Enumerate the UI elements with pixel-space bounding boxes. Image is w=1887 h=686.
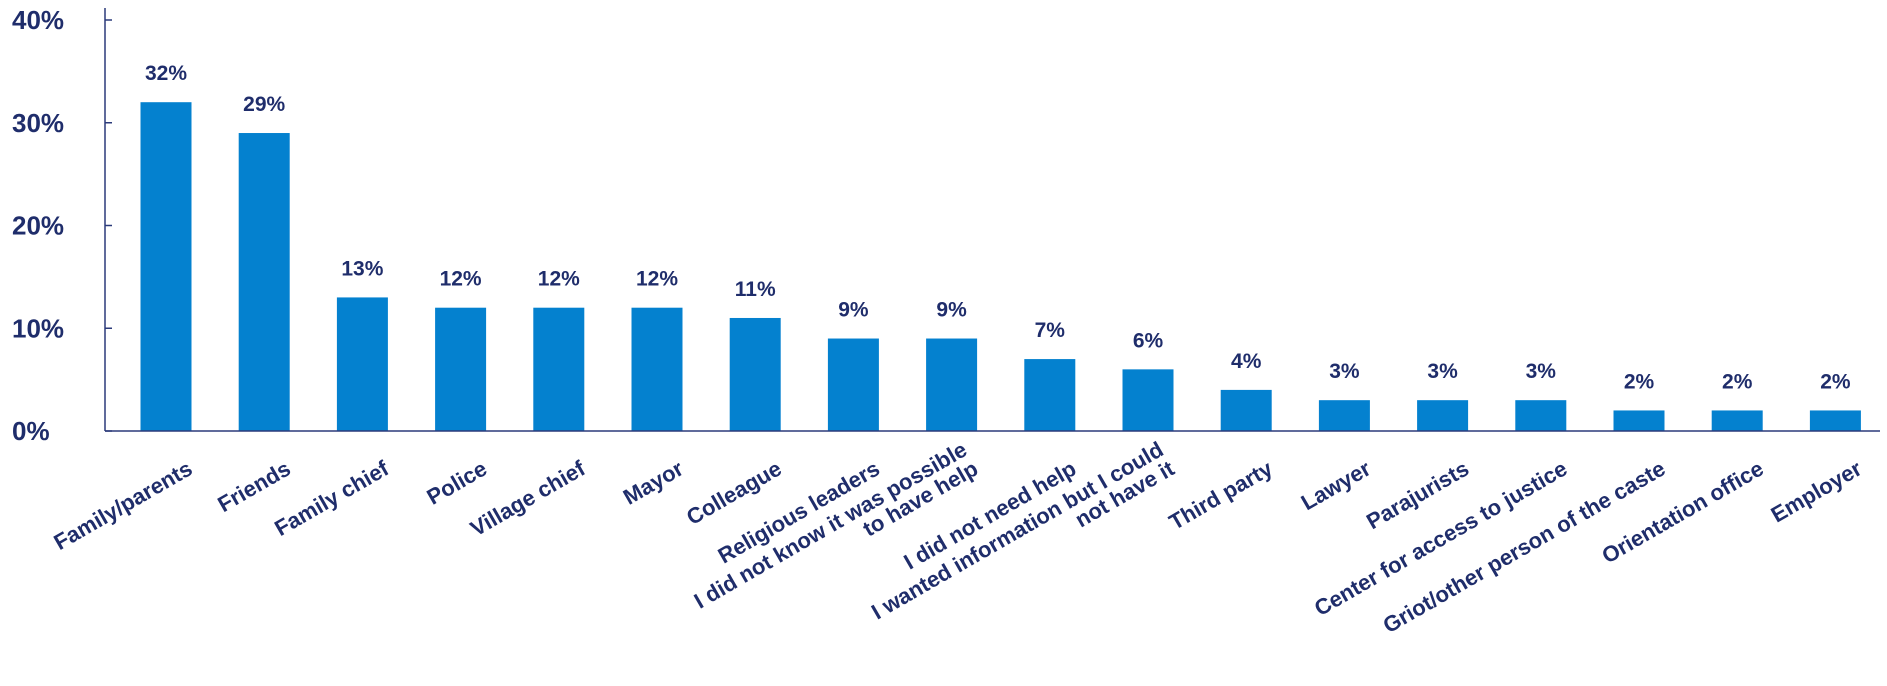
data-label: 7%: [1035, 319, 1066, 342]
bars: [140, 102, 1861, 431]
data-label: 9%: [838, 299, 869, 322]
y-tick-label: 30%: [12, 108, 64, 138]
data-label: 2%: [1722, 370, 1753, 393]
x-tick-label: Employer: [1767, 455, 1867, 527]
bar: [435, 307, 487, 431]
y-tick-label: 0%: [12, 416, 50, 446]
data-label: 29%: [243, 93, 285, 116]
bar: [140, 102, 192, 431]
bar: [1809, 410, 1861, 431]
bar: [1220, 389, 1272, 431]
x-tick-label: Friends: [213, 456, 294, 517]
bar: [1024, 359, 1076, 431]
x-tick-label: Police: [422, 456, 491, 510]
data-label: 3%: [1427, 360, 1458, 383]
data-label: 9%: [936, 299, 967, 322]
y-tick-label: 40%: [12, 5, 64, 35]
data-label: 13%: [341, 257, 383, 280]
bar: [1318, 400, 1370, 431]
bar: [729, 317, 781, 431]
x-tick-label-text: Friends: [213, 456, 294, 517]
bar: [336, 297, 388, 431]
y-tick-label: 10%: [12, 313, 64, 343]
data-label: 32%: [145, 62, 187, 85]
x-tick-label: Mayor: [619, 455, 688, 509]
bar: [1613, 410, 1665, 431]
x-tick-label-text: Mayor: [619, 455, 688, 509]
bar: [926, 338, 978, 431]
data-label: 4%: [1231, 350, 1262, 373]
y-tick-label: 20%: [12, 211, 64, 241]
x-tick-label-text: Family/parents: [50, 456, 197, 555]
data-label: 11%: [735, 278, 776, 301]
bar: [1515, 400, 1567, 431]
bar: [827, 338, 879, 431]
data-label: 12%: [636, 268, 678, 291]
data-label: 12%: [440, 268, 482, 291]
bar: [238, 133, 290, 431]
x-tick-label: Lawyer: [1297, 455, 1376, 515]
x-tick-label-text: Employer: [1767, 455, 1867, 527]
x-tick-label: Orientation office: [1597, 456, 1767, 569]
x-tick-label: Third party: [1165, 455, 1278, 534]
data-label: 3%: [1526, 360, 1557, 383]
x-tick-label-text: Third party: [1165, 455, 1278, 534]
x-tick-label-text: Orientation office: [1597, 456, 1767, 569]
bar: [1711, 410, 1763, 431]
data-label: 2%: [1624, 370, 1655, 393]
y-axis-ticks: 0% 10% 20% 30% 40%: [12, 5, 112, 446]
x-tick-label: Family/parents: [50, 456, 197, 555]
bar: [631, 307, 683, 431]
bar: [1122, 369, 1174, 431]
data-label: 6%: [1133, 329, 1164, 352]
bar: [533, 307, 585, 431]
x-tick-label-text: Police: [422, 456, 491, 510]
x-tick-label-text: Lawyer: [1297, 455, 1376, 515]
data-label: 2%: [1820, 370, 1851, 393]
data-labels: 32% 29% 13% 12% 12% 12% 11% 9% 9% 7% 6% 4% 3% 3% 3% 2% 2…: [145, 62, 1851, 393]
bar: [1417, 400, 1469, 431]
data-label: 3%: [1329, 360, 1360, 383]
data-label: 12%: [538, 268, 580, 291]
